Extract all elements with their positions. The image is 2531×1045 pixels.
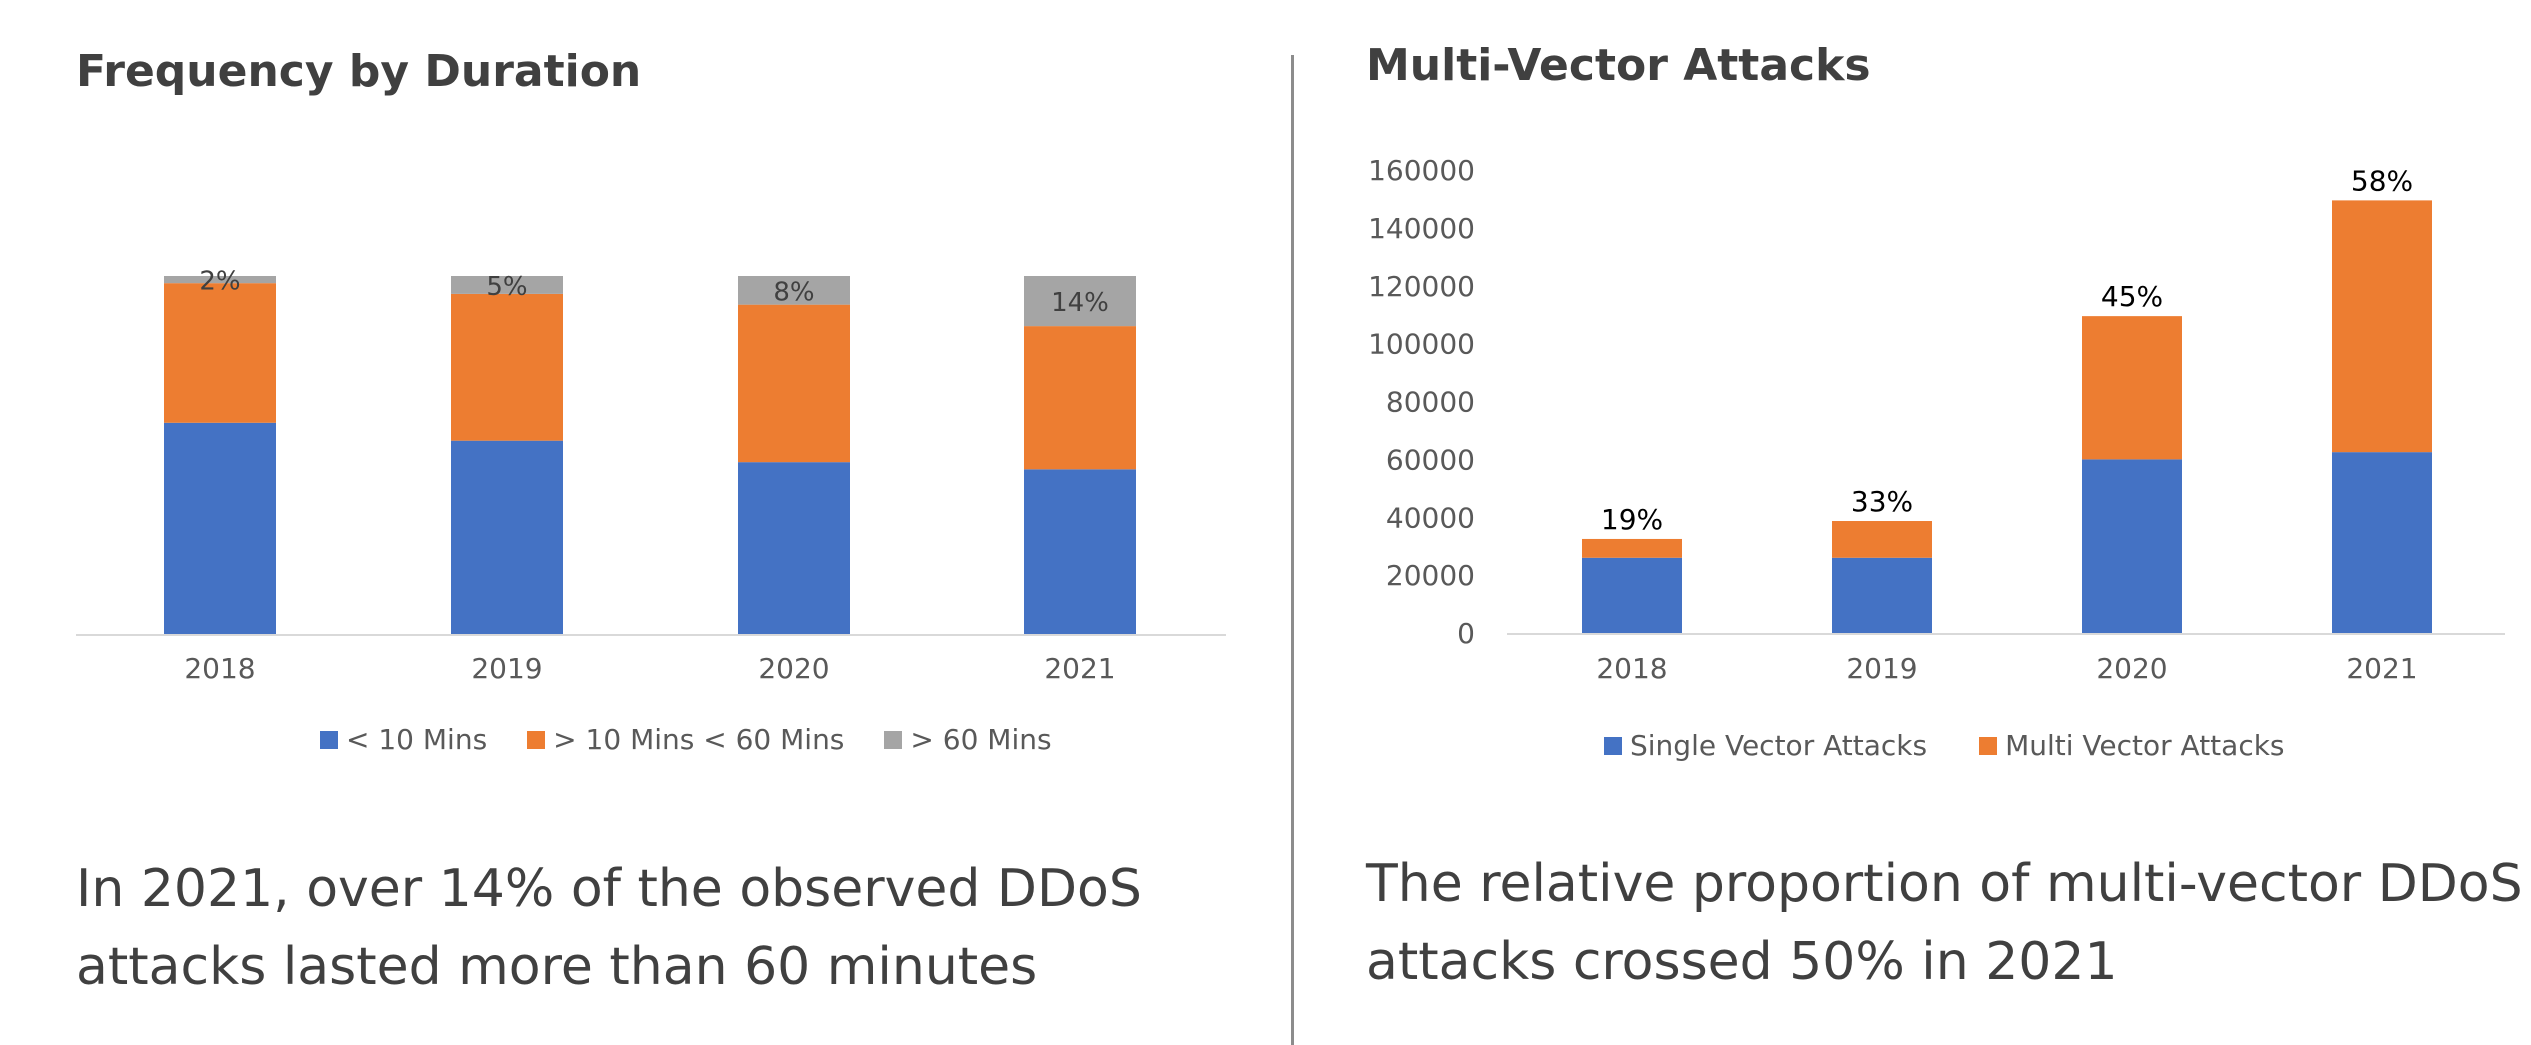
bar-segment-2018-s0: [164, 422, 276, 634]
right-y-tick-label: 120000: [1368, 270, 1475, 303]
bar-segment-2019-s0: [451, 440, 563, 634]
left-legend-item: > 10 Mins < 60 Mins: [527, 723, 844, 756]
bar-segment-2021-s2: [1024, 276, 1136, 327]
bar-segment-2018-s1: [164, 283, 276, 423]
legend-label: Multi Vector Attacks: [2005, 729, 2285, 762]
right-caption: The relative proportion of multi-vector …: [1366, 845, 2531, 1001]
bar-segment-2021-s0: [2332, 452, 2432, 633]
left-x-tick-label: 2018: [184, 652, 255, 685]
right-y-tick-label: 160000: [1368, 154, 1475, 187]
panel-divider: [1291, 55, 1294, 1045]
left-chart-plot: 2018 2% 2019 5% 2020 8% 2021 14%: [76, 267, 1226, 685]
bar-segment-2018-s1: [1582, 538, 1682, 558]
left-caption-line2: attacks lasted more than 60 minutes: [76, 937, 1038, 997]
bar-segment-2019-s1: [1832, 521, 1932, 558]
left-data-label: 8%: [773, 277, 814, 307]
left-x-tick-label: 2021: [1044, 652, 1115, 685]
right-caption-line2: attacks crossed 50% in 2021: [1366, 932, 2118, 992]
bar-segment-2019-s1: [451, 293, 563, 441]
right-chart-legend: Single Vector Attacks Multi Vector Attack…: [1604, 729, 2337, 762]
right-y-tick-label: 40000: [1386, 501, 1475, 534]
right-x-tick-label: 2020: [2096, 652, 2167, 685]
legend-swatch: [1979, 736, 1998, 755]
bar-segment-2021-s1: [1024, 326, 1136, 470]
bar-segment-2018-s2: [164, 276, 276, 284]
right-caption-line1: The relative proportion of multi-vector …: [1366, 854, 2523, 914]
bar-segment-2020-s1: [2082, 316, 2182, 460]
bar-segment-2020-s0: [738, 462, 850, 634]
right-x-tick-label: 2021: [2346, 652, 2417, 685]
bar-segment-2021-s1: [2332, 200, 2432, 453]
right-data-label: 45%: [2101, 280, 2163, 313]
left-legend-item: > 60 Mins: [884, 723, 1052, 756]
bar-segment-2019-s0: [1832, 557, 1932, 633]
right-y-tick-label: 60000: [1386, 443, 1475, 476]
right-y-tick-label: 140000: [1368, 212, 1475, 245]
right-y-tick-label: 100000: [1368, 328, 1475, 361]
legend-swatch: [1604, 736, 1622, 755]
right-data-label: 58%: [2351, 164, 2413, 197]
left-data-label: 5%: [486, 272, 527, 302]
right-y-tick-label: 20000: [1386, 559, 1475, 592]
legend-swatch: [884, 730, 903, 749]
left-data-label: 2%: [199, 267, 240, 297]
left-x-tick-label: 2019: [471, 652, 542, 685]
right-data-label: 19%: [1601, 503, 1663, 536]
left-x-tick-label: 2020: [758, 652, 829, 685]
right-y-tick-label: 0: [1457, 617, 1475, 650]
left-caption-line1: In 2021, over 14% of the observed DDoS: [76, 859, 1142, 919]
left-caption: In 2021, over 14% of the observed DDoS a…: [76, 850, 1276, 1006]
legend-label: > 60 Mins: [910, 723, 1052, 756]
left-data-label: 14%: [1051, 288, 1109, 318]
bar-segment-2020-s1: [738, 304, 850, 463]
right-chart-plot: 0 20000 40000 60000 80000 100000 120000 140000 1…: [1368, 154, 2505, 685]
legend-label: Single Vector Attacks: [1630, 729, 1928, 762]
right-data-label: 33%: [1851, 485, 1913, 518]
legend-label: < 10 Mins: [346, 723, 488, 756]
left-legend-item: < 10 Mins: [320, 723, 487, 756]
right-x-tick-label: 2019: [1846, 652, 1917, 685]
legend-swatch: [320, 730, 338, 749]
right-chart-title: Multi-Vector Attacks: [1366, 40, 1871, 91]
left-chart-title: Frequency by Duration: [76, 46, 642, 97]
bar-segment-2020-s0: [2082, 459, 2182, 633]
right-legend-item: Single Vector Attacks: [1604, 729, 1927, 762]
bar-segment-2018-s0: [1582, 557, 1682, 633]
right-y-tick-label: 80000: [1386, 386, 1475, 419]
legend-swatch: [527, 730, 546, 749]
right-x-tick-label: 2018: [1596, 652, 1667, 685]
bar-segment-2020-s2: [738, 276, 850, 305]
left-chart-legend: < 10 Mins > 10 Mins < 60 Mins > 60 Mins: [320, 723, 1092, 756]
right-legend-item: Multi Vector Attacks: [1979, 729, 2285, 762]
legend-label: > 10 Mins < 60 Mins: [553, 723, 845, 756]
bar-segment-2021-s0: [1024, 469, 1136, 634]
bar-segment-2019-s2: [451, 276, 563, 294]
